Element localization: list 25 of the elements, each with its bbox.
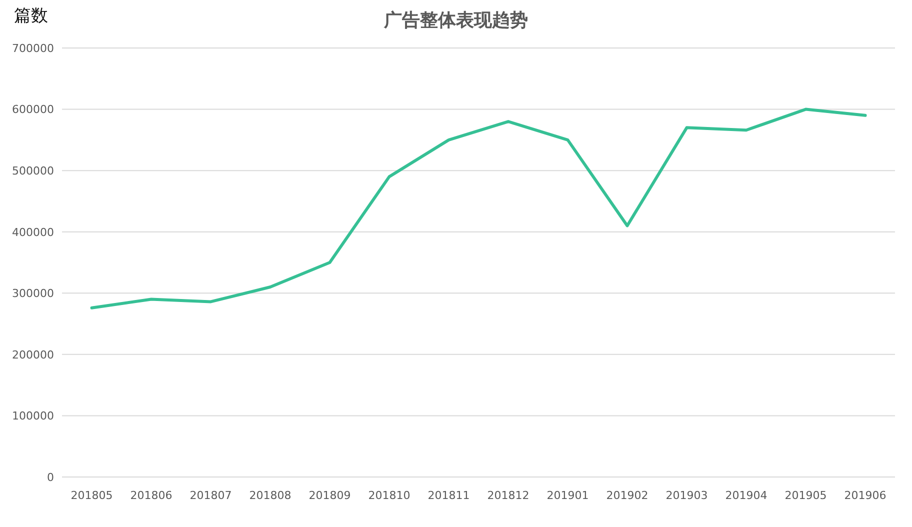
- x-tick-label: 201903: [666, 488, 708, 502]
- line-series: [90, 108, 867, 310]
- x-tick-label: 201904: [725, 488, 768, 502]
- y-tick-label: 200000: [12, 348, 54, 362]
- x-tick-label: 201901: [546, 488, 589, 502]
- y-tick-label: 100000: [12, 410, 54, 423]
- x-tick-label: 201809: [308, 488, 351, 502]
- x-tick-label: 201906: [844, 488, 886, 502]
- x-tick-label: 201812: [487, 488, 530, 502]
- x-tick-label: 201902: [606, 488, 648, 502]
- y-tick-label: 0: [47, 470, 54, 484]
- x-tick-label: 201905: [784, 488, 827, 502]
- x-tick-label: 201806: [130, 488, 172, 502]
- x-tick-label: 201810: [368, 488, 410, 502]
- y-tick-label: 300000: [12, 287, 54, 300]
- x-tick-label: 201805: [70, 488, 113, 502]
- y-axis-title: 篇数: [14, 5, 48, 28]
- y-tick-label: 500000: [12, 164, 54, 178]
- chart-title: 广告整体表现趋势: [384, 10, 528, 31]
- y-tick-label: 400000: [12, 226, 54, 239]
- x-tick-label: 201811: [428, 488, 470, 502]
- y-tick-label: 600000: [12, 103, 54, 116]
- x-tick-label: 201807: [190, 488, 232, 502]
- y-tick-label: 700000: [12, 42, 54, 55]
- x-tick-label: 201808: [249, 488, 292, 502]
